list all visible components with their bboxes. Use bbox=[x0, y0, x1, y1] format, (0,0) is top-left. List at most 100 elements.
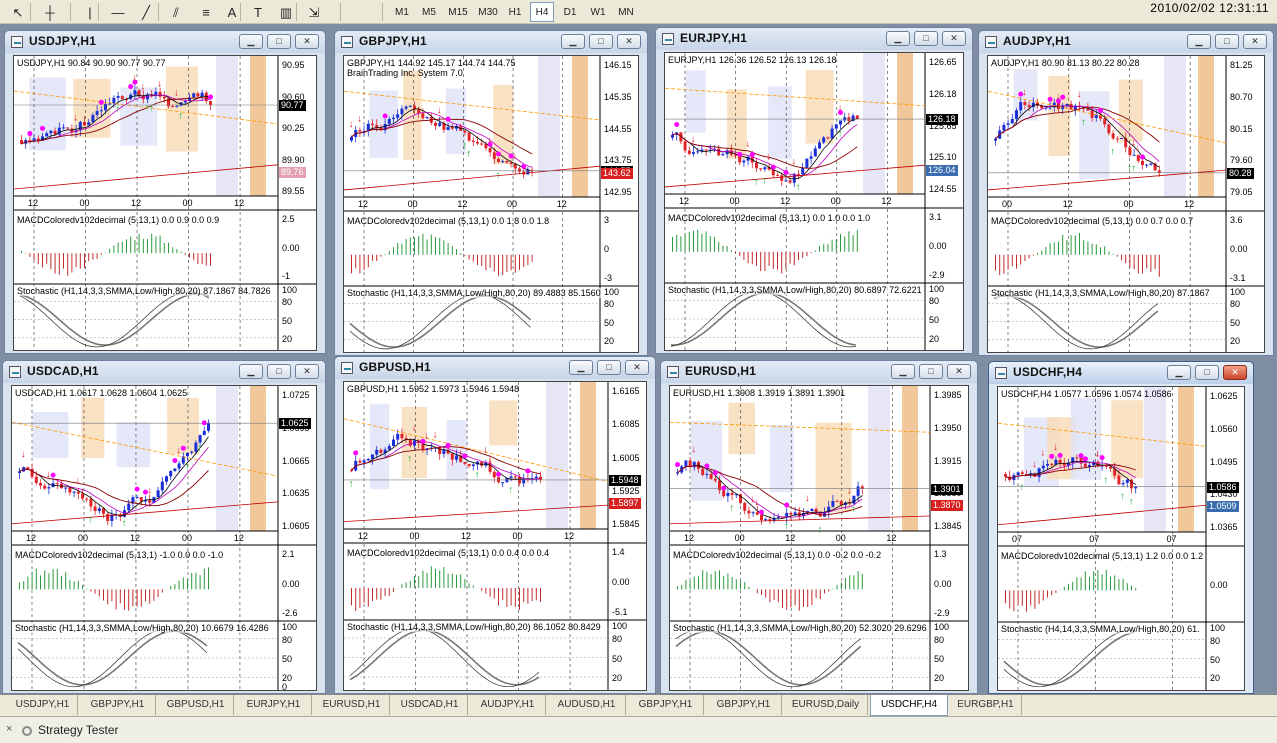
chart-window-usdjpy-h1[interactable]: USDJPY,H1 ▁ □ ✕ ↓ ↓ ↓ ↓ ↓ ↑ ↑ ↑ ↑ USDJPY,H1 90.84 90.… bbox=[4, 30, 326, 354]
chart-tab[interactable]: GBPUSD,H1 bbox=[158, 695, 234, 715]
chart-window-eurusd-h1[interactable]: EURUSD,H1 ▁ □ ✕ ↓ ↓ ↓ ↓ ↓ ↑ ↑ ↑ ↑ EURUSD,H1 1.3908 1.… bbox=[660, 360, 978, 694]
chart-plot-area[interactable]: ↓ ↓ ↓ ↓ ↓ ↑ ↑ ↑ ↑ USDCAD,H1 1.0617 1.0628 1.0604 … bbox=[11, 385, 317, 691]
candle-body bbox=[509, 476, 513, 478]
window-titlebar[interactable]: AUDJPY,H1 ▁ □ ✕ bbox=[979, 31, 1273, 53]
arrows-icon[interactable]: ⇲ bbox=[308, 5, 320, 20]
fibonacci-icon[interactable]: ≡ bbox=[202, 5, 210, 20]
chart-window-usdchf-h4[interactable]: USDCHF,H4 ▁ □ ✕ ↓ ↓ ↓ ↓ ↓ ↑ ↑ ↑ ↑ USDCHF,H4 1.0577 1.… bbox=[988, 361, 1254, 694]
sell-arrow: ↓ bbox=[487, 134, 492, 145]
window-titlebar[interactable]: EURJPY,H1 ▁ □ ✕ bbox=[656, 28, 972, 50]
chart-window-audjpy-h1[interactable]: AUDJPY,H1 ▁ □ ✕ ↓ ↓ ↓ ↓ ↓ ↑ ↑ ↑ ↑ AUDJPY,H1 80.90 81.… bbox=[978, 30, 1274, 356]
chart-plot-area[interactable]: ↓ ↓ ↓ ↓ ↓ ↑ ↑ ↑ ↑ AUDJPY,H1 80.90 81.13 80.22 80.… bbox=[987, 55, 1265, 353]
window-titlebar[interactable]: USDJPY,H1 ▁ □ ✕ bbox=[5, 31, 325, 53]
minimize-button[interactable]: ▁ bbox=[1167, 365, 1191, 380]
text-icon[interactable]: A bbox=[227, 5, 237, 20]
chart-plot-area[interactable]: ↓ ↓ ↓ ↓ ↓ ↑ ↑ ↑ ↑ EURJPY,H1 126.36 126.52 126.13 … bbox=[664, 52, 964, 351]
timeframe-m5-button[interactable]: M5 bbox=[422, 7, 436, 18]
toolbar-separator bbox=[296, 3, 297, 21]
maximize-button[interactable]: □ bbox=[1215, 34, 1239, 49]
horizontal-line-icon[interactable]: — bbox=[111, 5, 125, 20]
minimize-button[interactable]: ▁ bbox=[239, 34, 263, 49]
chart-tab[interactable]: EURGBP,H1 bbox=[950, 695, 1022, 715]
minimize-button[interactable]: ▁ bbox=[561, 34, 585, 49]
chart-tab[interactable]: EURJPY,H1 bbox=[236, 695, 312, 715]
close-button[interactable]: ✕ bbox=[295, 364, 319, 379]
minimize-button[interactable]: ▁ bbox=[239, 364, 263, 379]
grid-lines-icon[interactable]: ▥ bbox=[279, 5, 293, 20]
trendline-icon[interactable]: ╱ bbox=[142, 5, 150, 20]
chart-plot-area[interactable]: ↓ ↓ ↓ ↓ ↓ ↑ ↑ ↑ ↑ USDCHF,H4 1.0577 1.0596 1.0574 … bbox=[997, 386, 1245, 691]
buy-arrow: ↑ bbox=[1019, 482, 1024, 493]
timeframe-w1-button[interactable]: W1 bbox=[590, 7, 606, 18]
minimize-button[interactable]: ▁ bbox=[891, 364, 915, 379]
crosshair-icon[interactable]: ┼ bbox=[45, 5, 55, 20]
buy-arrow: ↑ bbox=[1110, 146, 1115, 157]
maximize-button[interactable]: □ bbox=[267, 34, 291, 49]
equidistant-channel-icon[interactable]: ⫽ bbox=[173, 5, 179, 20]
maximize-button[interactable]: □ bbox=[1195, 365, 1219, 380]
chart-tab[interactable]: AUDJPY,H1 bbox=[470, 695, 546, 715]
moving-average-line bbox=[677, 464, 863, 520]
close-button[interactable]: ✕ bbox=[1223, 365, 1247, 380]
timeframe-d1-button[interactable]: D1 bbox=[563, 7, 577, 18]
close-button[interactable]: ✕ bbox=[617, 34, 641, 49]
window-titlebar[interactable]: EURUSD,H1 ▁ □ ✕ bbox=[661, 361, 977, 383]
minimize-button[interactable]: ▁ bbox=[886, 31, 910, 46]
window-title: GBPUSD,H1 bbox=[359, 360, 431, 374]
text-label-icon[interactable]: T bbox=[254, 5, 262, 20]
chart-tab[interactable]: EURUSD,Daily bbox=[784, 695, 868, 715]
maximize-button[interactable]: □ bbox=[589, 34, 613, 49]
timeframe-h4-button[interactable]: H4 bbox=[530, 2, 554, 22]
close-button[interactable]: ✕ bbox=[947, 364, 971, 379]
maximize-button[interactable]: □ bbox=[597, 360, 621, 375]
timeframe-m1-button[interactable]: M1 bbox=[395, 7, 409, 18]
close-button[interactable]: ✕ bbox=[942, 31, 966, 46]
chart-plot-area[interactable]: ↓ ↓ ↓ ↓ ↓ ↑ ↑ ↑ ↑ GBPJPY,H1 144.92 145.17 144.74 … bbox=[343, 55, 639, 353]
chart-window-gbpusd-h1[interactable]: GBPUSD,H1 ▁ □ ✕ ↓ ↓ ↓ ↓ ↓ ↑ ↑ ↑ ↑ GBPUSD,H1 1.5952 1.… bbox=[334, 356, 656, 694]
chart-tab[interactable]: USDJPY,H1 bbox=[8, 695, 78, 715]
chart-plot-area[interactable]: ↓ ↓ ↓ ↓ ↓ ↑ ↑ ↑ ↑ EURUSD,H1 1.3908 1.3919 1.3891 … bbox=[669, 385, 969, 691]
sell-arrow: ↓ bbox=[176, 445, 181, 456]
timeframe-m30-button[interactable]: M30 bbox=[478, 7, 498, 18]
vertical-line-icon[interactable]: | bbox=[88, 5, 92, 20]
macd-tick-label: 0.00 bbox=[934, 578, 952, 589]
close-button[interactable]: ✕ bbox=[625, 360, 649, 375]
chart-window-usdcad-h1[interactable]: USDCAD,H1 ▁ □ ✕ ↓ ↓ ↓ ↓ ↓ ↑ ↑ ↑ ↑ USDCAD,H1 1.0617 1.… bbox=[2, 360, 326, 694]
maximize-button[interactable]: □ bbox=[914, 31, 938, 46]
candle-body bbox=[417, 109, 421, 114]
minimize-button[interactable]: ▁ bbox=[1187, 34, 1211, 49]
close-icon[interactable]: × bbox=[6, 723, 13, 735]
chart-tab[interactable]: EURUSD,H1 bbox=[314, 695, 390, 715]
minimize-button[interactable]: ▁ bbox=[569, 360, 593, 375]
timeframe-mn-button[interactable]: MN bbox=[618, 7, 634, 18]
timeframe-h1-button[interactable]: H1 bbox=[508, 7, 522, 18]
chart-window-gbpjpy-h1[interactable]: GBPJPY,H1 ▁ □ ✕ ↓ ↓ ↓ ↓ ↓ ↑ ↑ ↑ ↑ GBPJPY,H1 144.92 14… bbox=[334, 30, 648, 356]
chart-canvas: ↓↓↓↓↓↑↑↑↑ bbox=[988, 56, 1264, 352]
candle-body bbox=[156, 490, 160, 498]
maximize-button[interactable]: □ bbox=[267, 364, 291, 379]
price-tick-label: 1.0560 bbox=[1210, 423, 1238, 434]
strategy-tester-label[interactable]: Strategy Tester bbox=[38, 723, 119, 737]
cursor-icon[interactable]: ↖ bbox=[12, 5, 24, 20]
maximize-button[interactable]: □ bbox=[919, 364, 943, 379]
window-titlebar[interactable]: GBPJPY,H1 ▁ □ ✕ bbox=[335, 31, 647, 53]
chart-tab[interactable]: USDCHF,H4 bbox=[870, 695, 948, 716]
chart-tab[interactable]: AUDUSD,H1 bbox=[548, 695, 626, 715]
candle-body bbox=[30, 468, 34, 477]
chart-window-eurjpy-h1[interactable]: EURJPY,H1 ▁ □ ✕ ↓ ↓ ↓ ↓ ↓ ↑ ↑ ↑ ↑ EURJPY,H1 126.36 12… bbox=[655, 27, 973, 354]
chart-tab[interactable]: GBPJPY,H1 bbox=[628, 695, 704, 715]
sell-arrow: ↓ bbox=[147, 485, 152, 496]
chart-tab[interactable]: GBPJPY,H1 bbox=[80, 695, 156, 715]
chart-tab[interactable]: GBPJPY,H1 bbox=[706, 695, 782, 715]
window-titlebar[interactable]: USDCHF,H4 ▁ □ ✕ bbox=[989, 362, 1253, 384]
time-tick-label: 00 bbox=[835, 533, 846, 543]
window-titlebar[interactable]: GBPUSD,H1 ▁ □ ✕ bbox=[335, 357, 655, 379]
chart-tab[interactable]: USDCAD,H1 bbox=[392, 695, 468, 715]
close-button[interactable]: ✕ bbox=[295, 34, 319, 49]
timeframe-m15-button[interactable]: M15 bbox=[448, 7, 468, 18]
close-button[interactable]: ✕ bbox=[1243, 34, 1267, 49]
window-titlebar[interactable]: USDCAD,H1 ▁ □ ✕ bbox=[3, 361, 325, 383]
chart-plot-area[interactable]: ↓ ↓ ↓ ↓ ↓ ↑ ↑ ↑ ↑ USDJPY,H1 90.84 90.90 90.77 90.… bbox=[13, 55, 317, 351]
stoch-tick-label: 50 bbox=[282, 654, 293, 664]
chart-plot-area[interactable]: ↓ ↓ ↓ ↓ ↓ ↑ ↑ ↑ ↑ GBPUSD,H1 1.5952 1.5973 1.5946 … bbox=[343, 381, 647, 691]
